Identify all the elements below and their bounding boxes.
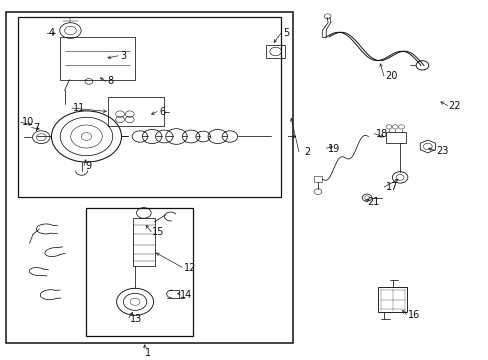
Text: 17: 17: [385, 182, 397, 192]
Text: 12: 12: [183, 263, 196, 273]
Bar: [385, 132, 405, 143]
Text: 6: 6: [159, 107, 165, 117]
Bar: [6, 12, 292, 343]
Bar: [313, 176, 322, 182]
Text: 4: 4: [49, 28, 55, 39]
Text: 7: 7: [33, 123, 40, 132]
Text: 9: 9: [85, 161, 91, 171]
Text: 8: 8: [107, 76, 113, 86]
Bar: [108, 98, 164, 126]
Text: 22: 22: [448, 101, 460, 111]
Text: 20: 20: [385, 71, 397, 81]
Text: 5: 5: [283, 28, 289, 39]
Bar: [377, 287, 407, 312]
Text: 15: 15: [152, 228, 164, 238]
Bar: [266, 45, 285, 58]
Text: 3: 3: [120, 51, 126, 62]
Text: 16: 16: [407, 310, 419, 320]
Text: 1: 1: [144, 348, 151, 358]
Text: 13: 13: [130, 314, 142, 324]
Text: 19: 19: [327, 144, 340, 154]
Bar: [133, 218, 154, 266]
Text: 21: 21: [366, 197, 379, 207]
Text: 2: 2: [303, 148, 309, 157]
Bar: [60, 37, 135, 80]
Text: 18: 18: [375, 129, 387, 139]
Bar: [19, 17, 281, 197]
Text: 10: 10: [22, 117, 34, 127]
Text: 11: 11: [73, 103, 85, 113]
Bar: [86, 208, 193, 336]
Text: 23: 23: [436, 147, 448, 157]
Text: 14: 14: [180, 290, 192, 300]
